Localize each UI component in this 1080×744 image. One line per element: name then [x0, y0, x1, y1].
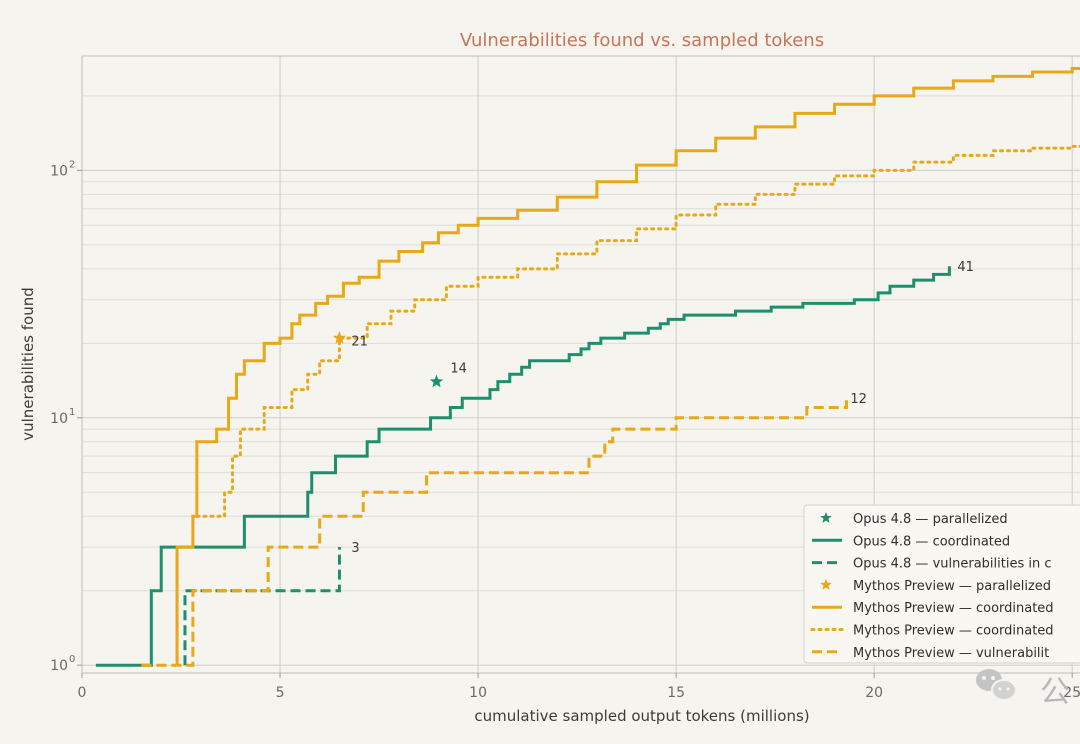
series-3-star-point — [332, 331, 347, 344]
annotation-label: 3 — [351, 541, 359, 556]
annotation-label: 41 — [957, 260, 974, 275]
legend-entry-label: Mythos Preview — coordinated — [853, 601, 1054, 616]
watermark-text: 公 — [1040, 675, 1070, 710]
y-tick-label: 10 — [50, 411, 68, 427]
series-2-line — [183, 547, 341, 666]
legend-marker-star — [820, 512, 832, 523]
legend-entry-label: Mythos Preview — vulnerabilit — [853, 646, 1049, 661]
chart-title: Vulnerabilities found vs. sampled tokens — [460, 30, 824, 51]
wechat-icon — [976, 669, 1017, 701]
y-tick-label: 10 — [50, 163, 68, 179]
legend-entry-label: Opus 4.8 — coordinated — [853, 534, 1010, 549]
x-tick-label: 0 — [78, 685, 87, 701]
series-0-star-point — [429, 374, 444, 388]
annotation-label: 21 — [351, 335, 368, 350]
x-tick-label: 20 — [865, 685, 883, 701]
grid — [81, 56, 1080, 673]
annotations: 41 21 14 12 3 — [351, 260, 974, 556]
legend-box — [803, 504, 1080, 664]
y-tick-label: 10 — [50, 658, 68, 674]
legend: Opus 4.8 — parallelized Opus 4.8 — coordi… — [803, 504, 1080, 664]
axes — [81, 55, 1080, 674]
legend-entry-label: Opus 4.8 — parallelized — [853, 512, 1008, 527]
y-tick-exponent: 0 — [69, 654, 75, 665]
x-axis-label: cumulative sampled output tokens (millio… — [474, 707, 809, 725]
series-5-line — [191, 144, 1080, 549]
annotation-label: 12 — [850, 392, 867, 407]
y-tick-exponent: 2 — [69, 159, 75, 170]
watermark: 公 — [976, 669, 1070, 710]
x-ticks: 0 5 10 15 20 25 — [78, 673, 1080, 701]
x-tick-label: 15 — [667, 685, 685, 701]
series-1-line — [95, 266, 951, 667]
y-tick-exponent: 1 — [69, 407, 75, 418]
series-6-line — [141, 398, 848, 667]
legend-entry-label: Mythos Preview — coordinated — [853, 624, 1054, 639]
legend-entry-label: Opus 4.8 — vulnerabilities in c — [853, 557, 1052, 572]
legend-entry-label: Mythos Preview — parallelized — [853, 579, 1051, 594]
series-layer — [95, 67, 1080, 667]
series-4-line — [175, 67, 1080, 666]
legend-marker-star — [820, 578, 832, 590]
y-axis-label: vulnerabilities found — [19, 287, 37, 441]
x-tick-label: 10 — [469, 685, 487, 701]
annotation-label: 14 — [450, 361, 467, 376]
x-tick-label: 5 — [276, 685, 285, 701]
x-tick-label: 25 — [1063, 685, 1080, 701]
